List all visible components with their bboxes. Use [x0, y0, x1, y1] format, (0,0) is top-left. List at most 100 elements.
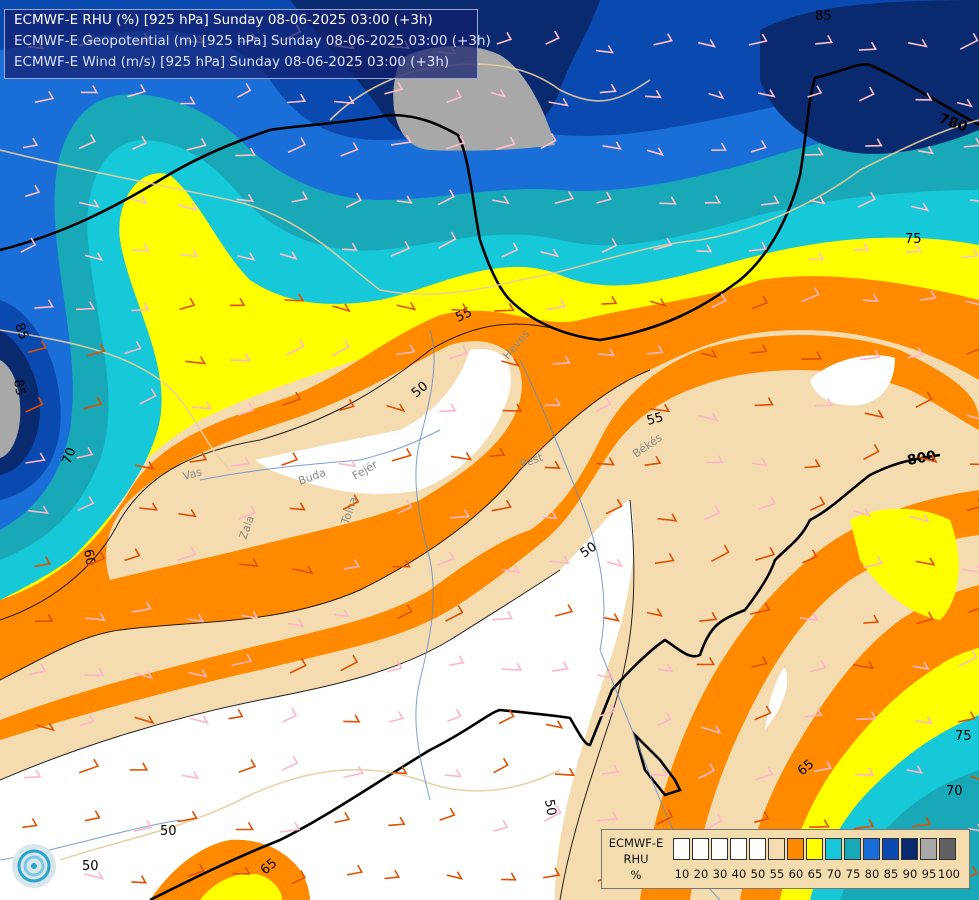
wind-barb-icon — [450, 452, 473, 461]
wind-barb-icon — [749, 602, 771, 615]
wind-barb-icon — [918, 454, 938, 464]
wind-barb-icon — [131, 243, 150, 252]
wind-barb-icon — [601, 238, 618, 254]
wind-barb-icon — [130, 195, 148, 205]
legend-tick: 20 — [693, 867, 709, 881]
rhu-band-65-se-patch — [850, 508, 959, 620]
wind-barb-icon — [396, 344, 416, 356]
wind-barb-icon — [699, 611, 718, 622]
wind-barb-icon — [85, 612, 106, 622]
wind-barb-icon — [604, 613, 620, 622]
legend-variable: RHU — [623, 852, 649, 866]
wind-barb-icon — [649, 403, 671, 413]
wind-barb-icon — [863, 444, 880, 461]
wind-barb-icon — [133, 670, 154, 680]
wind-barb-icon — [601, 764, 620, 775]
wind-barb-icon — [386, 403, 406, 413]
wind-barb-icon — [281, 452, 299, 467]
wind-barb-icon — [657, 711, 672, 727]
wind-barb-icon — [809, 819, 830, 828]
wind-barb-icon — [807, 85, 823, 98]
wind-barb-icon — [237, 252, 256, 261]
wind-barb-icon — [906, 765, 924, 775]
wind-barb-icon — [285, 338, 305, 356]
wind-barb-icon — [554, 604, 574, 617]
wind-barb-icon — [139, 388, 157, 405]
wind-barb-icon — [235, 147, 256, 157]
wind-barb-icon — [179, 249, 199, 258]
wind-barb-icon — [915, 557, 936, 566]
legend-swatch — [863, 838, 880, 860]
wind-barb-icon — [970, 775, 979, 780]
wind-barb-icon — [654, 553, 675, 565]
wind-barb-icon — [543, 805, 562, 822]
wind-barb-icon — [342, 494, 360, 511]
wind-barb-icon — [345, 192, 362, 209]
legend-swatch — [939, 838, 956, 860]
wind-barb-icon — [597, 811, 619, 822]
wind-barb-icon — [437, 189, 455, 206]
legend-swatch — [692, 838, 709, 860]
wind-barb-icon — [238, 505, 257, 521]
wind-barb-icon — [135, 461, 155, 470]
wind-barb-icon — [595, 396, 612, 412]
legend-swatch — [749, 838, 766, 860]
wind-barb-icon — [542, 510, 558, 520]
wind-barb-icon — [653, 33, 673, 46]
legend-tick: 50 — [750, 867, 766, 881]
wind-barb-icon — [544, 397, 562, 407]
legend-swatch — [920, 838, 937, 860]
wind-barb-icon — [957, 98, 973, 108]
wind-barb-icon — [333, 95, 355, 105]
contour-label: 50 — [82, 859, 99, 874]
wind-barb-icon — [863, 555, 883, 569]
wind-barb-icon — [133, 819, 153, 832]
wind-barb-icon — [755, 547, 776, 561]
legend-swatch — [711, 838, 728, 860]
wind-barb-icon — [288, 618, 305, 628]
wind-barb-icon — [554, 767, 576, 777]
ecmwf-logo-icon — [12, 844, 56, 888]
contour-label: 85 — [815, 9, 832, 24]
wind-barb-icon — [853, 660, 875, 670]
wind-barb-icon — [968, 823, 979, 832]
legend-tick: 85 — [883, 867, 899, 881]
wind-barb-icon — [963, 137, 979, 148]
wind-barb-icon — [390, 134, 412, 146]
legend-tick: 60 — [788, 867, 804, 881]
wind-barb-icon — [444, 769, 462, 778]
wind-barb-icon — [448, 655, 465, 667]
wind-barb-icon — [124, 548, 141, 562]
wind-barb-icon — [501, 872, 517, 881]
wind-barb-icon — [544, 460, 561, 469]
wind-barb-icon — [282, 708, 298, 723]
wind-barb-icon — [77, 495, 95, 512]
rhu-band-50-ne — [810, 355, 895, 406]
color-legend: ECMWF-E RHU % 10 20 30 40 50 55 60 65 70 75 80 85 90… — [601, 829, 970, 889]
contour-label: 85 — [11, 321, 31, 342]
wind-barb-icon — [131, 302, 150, 312]
wind-barb-icon — [229, 297, 246, 307]
wind-barb-icon — [235, 822, 254, 831]
wind-barb-icon — [595, 45, 614, 54]
wind-barb-icon — [698, 412, 719, 422]
wind-barb-icon — [646, 608, 663, 617]
wind-barb-icon — [801, 549, 818, 564]
wind-barb-icon — [698, 763, 716, 780]
wind-barb-icon — [644, 455, 662, 466]
wind-barb-icon — [238, 759, 257, 774]
wind-barb-icon — [554, 191, 575, 205]
wind-barb-icon — [191, 401, 212, 410]
wind-barb-icon — [704, 195, 721, 204]
wind-barb-icon — [186, 137, 207, 151]
wind-barb-icon — [134, 715, 155, 725]
legend-swatch — [901, 838, 918, 860]
wind-barb-icon — [966, 414, 979, 420]
wind-barb-icon — [758, 496, 777, 510]
wind-barb-icon — [966, 340, 979, 356]
wind-barb-icon — [84, 871, 105, 880]
rhu-band-50-south — [0, 500, 634, 900]
wind-barb-icon — [598, 348, 615, 357]
wind-barb-icon — [751, 656, 769, 668]
wind-barb-icon — [236, 193, 255, 203]
